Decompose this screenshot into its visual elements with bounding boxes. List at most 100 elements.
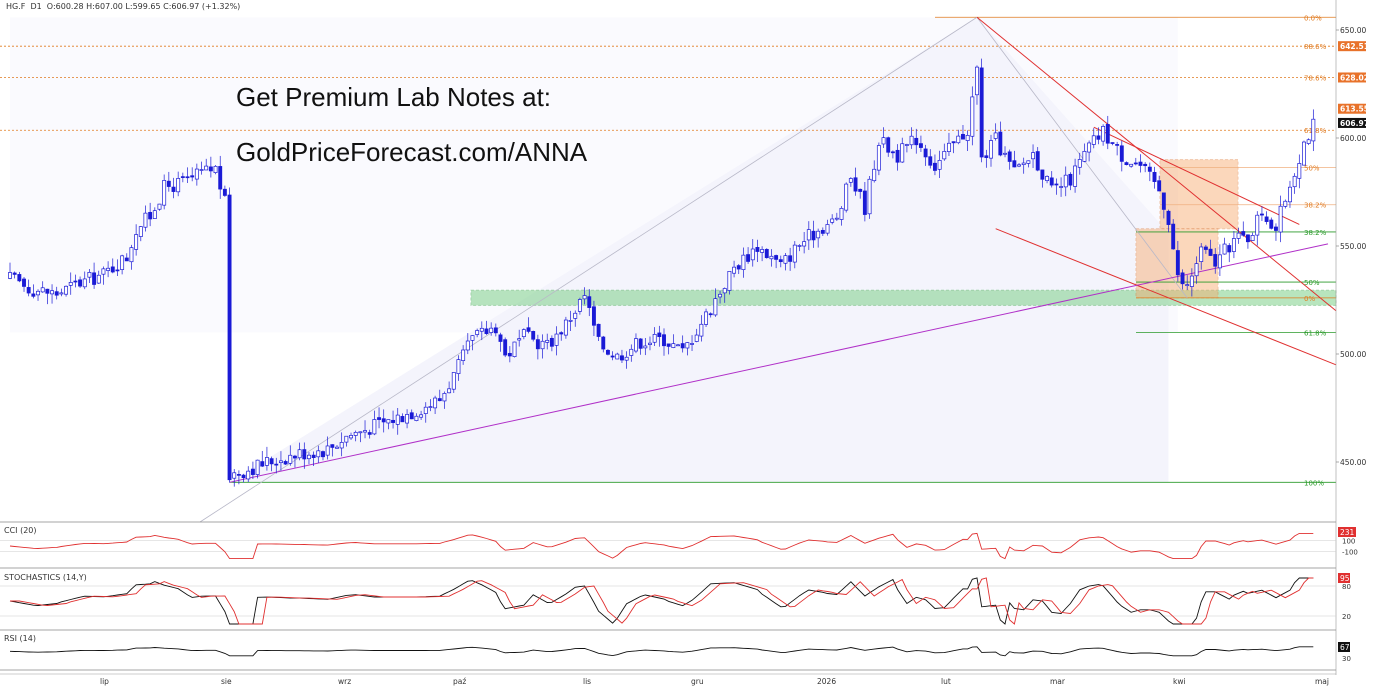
- candle-body: [1040, 169, 1045, 180]
- candle-body: [185, 176, 190, 179]
- rsi-tick-label: 30: [1342, 655, 1351, 663]
- candle-body: [1101, 125, 1106, 142]
- price-tick-label: 550.00: [1340, 242, 1366, 251]
- candle-body: [148, 211, 153, 220]
- candle-body: [554, 333, 559, 346]
- fib-lower-label: 50%: [1304, 279, 1320, 287]
- fib-upper-label: 0.0%: [1304, 14, 1322, 22]
- fib-upper-label: 78.6%: [1304, 75, 1327, 83]
- candle-body: [1035, 151, 1040, 171]
- candle-body: [844, 183, 849, 211]
- candle-body: [746, 254, 751, 262]
- time-tick-label: mar: [1050, 677, 1066, 686]
- candle-body: [750, 248, 755, 261]
- time-tick-label: wrz: [338, 677, 351, 686]
- candle-body: [208, 166, 213, 172]
- rsi-line: [9, 646, 1314, 657]
- stoch-d-line: [10, 577, 1314, 625]
- candle-body: [115, 269, 120, 272]
- timeframe-label: D1: [30, 2, 42, 11]
- candle-body: [479, 327, 484, 332]
- candle-body: [162, 180, 167, 206]
- candle-body: [433, 397, 438, 409]
- candle-body: [792, 244, 797, 263]
- candle-body: [1217, 254, 1222, 269]
- candle-body: [1157, 180, 1162, 192]
- candle-body: [760, 249, 765, 253]
- candle-body: [932, 162, 937, 171]
- candle-body: [222, 188, 227, 196]
- time-tick-label: gru: [691, 677, 704, 686]
- candle-body: [157, 203, 162, 210]
- candle-body: [246, 470, 251, 480]
- candle-body: [330, 444, 335, 448]
- promo-line-1: Get Premium Lab Notes at:: [236, 82, 552, 112]
- candle-body: [1189, 275, 1194, 287]
- symbol-label: HG.F: [6, 2, 26, 11]
- candle-body: [1068, 173, 1073, 186]
- candle-body: [685, 342, 690, 349]
- cci-title: CCI (20): [4, 526, 37, 535]
- candle-body: [591, 306, 596, 326]
- candle-body: [461, 349, 466, 361]
- candle-body: [1045, 176, 1050, 181]
- candle-body: [928, 156, 933, 166]
- candle-body: [984, 155, 989, 158]
- time-tick-label: kwi: [1173, 677, 1186, 686]
- candle-body: [573, 312, 578, 319]
- candle-body: [526, 327, 531, 332]
- candle-body: [204, 165, 209, 171]
- candle-body: [549, 337, 554, 347]
- candle-body: [615, 353, 620, 360]
- stoch-tick-label: 20: [1342, 613, 1351, 621]
- candle-body: [1171, 223, 1176, 250]
- candle-body: [199, 169, 204, 171]
- candle-body: [1105, 123, 1110, 144]
- candle-body: [1297, 163, 1302, 179]
- candle-body: [965, 135, 970, 141]
- candle-body: [1138, 161, 1143, 166]
- candle-body: [998, 131, 1003, 156]
- candle-body: [1031, 152, 1035, 160]
- candle-body: [806, 229, 811, 241]
- candle-body: [1026, 160, 1031, 164]
- candle-body: [451, 372, 456, 390]
- candle-body: [344, 435, 349, 443]
- time-tick-label: paź: [453, 677, 466, 686]
- candle-body: [1194, 263, 1199, 277]
- candle-body: [1231, 238, 1236, 252]
- price-label-bg: [1338, 72, 1366, 83]
- candle-body: [788, 255, 793, 262]
- fib-zone-shade: [10, 17, 1178, 333]
- candle-body: [521, 329, 526, 337]
- candle-body: [890, 151, 895, 154]
- candle-body: [278, 460, 283, 464]
- candle-body: [1199, 246, 1204, 262]
- candle-body: [353, 431, 358, 436]
- candle-body: [648, 342, 652, 345]
- candle-body: [325, 445, 330, 456]
- candle-body: [620, 355, 624, 361]
- candle-body: [1143, 163, 1148, 167]
- candle-body: [783, 255, 788, 264]
- candle-body: [1161, 192, 1166, 210]
- candle-body: [545, 339, 550, 343]
- candle-body: [40, 287, 45, 293]
- candle-body: [311, 454, 316, 458]
- price-label: 642.51: [1340, 42, 1369, 51]
- candle-body: [110, 266, 115, 273]
- candle-body: [820, 229, 825, 234]
- candle-body: [1255, 214, 1260, 236]
- candle-body: [811, 230, 816, 241]
- candle-body: [26, 287, 31, 294]
- candle-body: [708, 313, 713, 316]
- candle-body: [918, 143, 923, 148]
- candle-body: [942, 151, 947, 160]
- candle-body: [699, 323, 704, 337]
- candle-body: [582, 295, 587, 300]
- cci-tick-label: 100: [1342, 538, 1355, 546]
- candle-body: [727, 270, 732, 291]
- candle-body: [601, 336, 606, 350]
- price-label: 606.97: [1340, 119, 1369, 128]
